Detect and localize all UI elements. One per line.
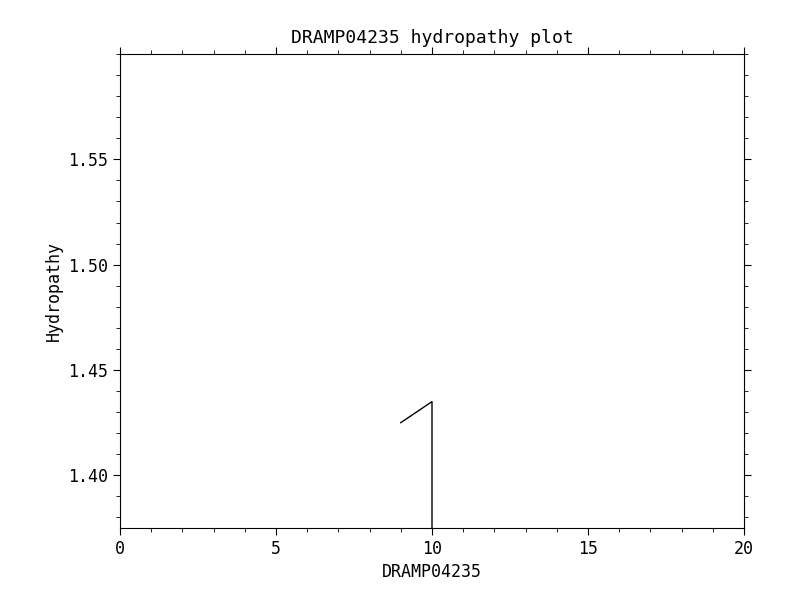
X-axis label: DRAMP04235: DRAMP04235	[382, 563, 482, 581]
Title: DRAMP04235 hydropathy plot: DRAMP04235 hydropathy plot	[290, 29, 574, 47]
Y-axis label: Hydropathy: Hydropathy	[45, 241, 62, 341]
